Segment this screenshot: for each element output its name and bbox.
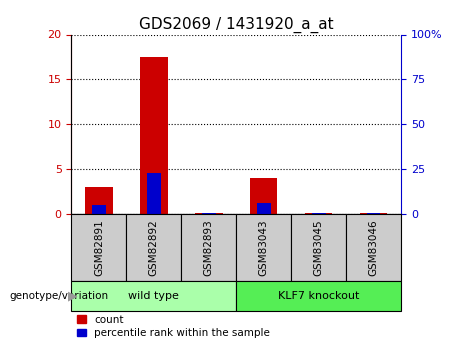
Text: KLF7 knockout: KLF7 knockout: [278, 291, 360, 301]
Text: GSM82892: GSM82892: [149, 219, 159, 276]
Text: GSM82891: GSM82891: [94, 219, 104, 276]
Bar: [236, 214, 291, 281]
Bar: [236, 281, 401, 310]
Bar: [71, 281, 236, 310]
Bar: [92, 205, 106, 214]
Bar: [71, 214, 126, 281]
Bar: [181, 214, 236, 281]
Bar: [312, 213, 325, 214]
Bar: [85, 187, 112, 214]
Legend: count, percentile rank within the sample: count, percentile rank within the sample: [77, 315, 270, 338]
Bar: [291, 214, 346, 281]
Bar: [147, 172, 161, 214]
Text: wild type: wild type: [129, 291, 179, 301]
Text: GSM83045: GSM83045: [313, 219, 324, 276]
Title: GDS2069 / 1431920_a_at: GDS2069 / 1431920_a_at: [139, 17, 334, 33]
Text: ▶: ▶: [68, 289, 78, 302]
Bar: [367, 213, 380, 214]
Bar: [140, 57, 168, 214]
Bar: [257, 203, 271, 214]
Text: GSM83043: GSM83043: [259, 219, 269, 276]
Bar: [202, 213, 216, 214]
Text: GSM83046: GSM83046: [369, 219, 378, 276]
Bar: [126, 214, 181, 281]
Text: GSM82893: GSM82893: [204, 219, 214, 276]
Text: genotype/variation: genotype/variation: [9, 291, 108, 301]
Bar: [346, 214, 401, 281]
Bar: [250, 178, 278, 214]
